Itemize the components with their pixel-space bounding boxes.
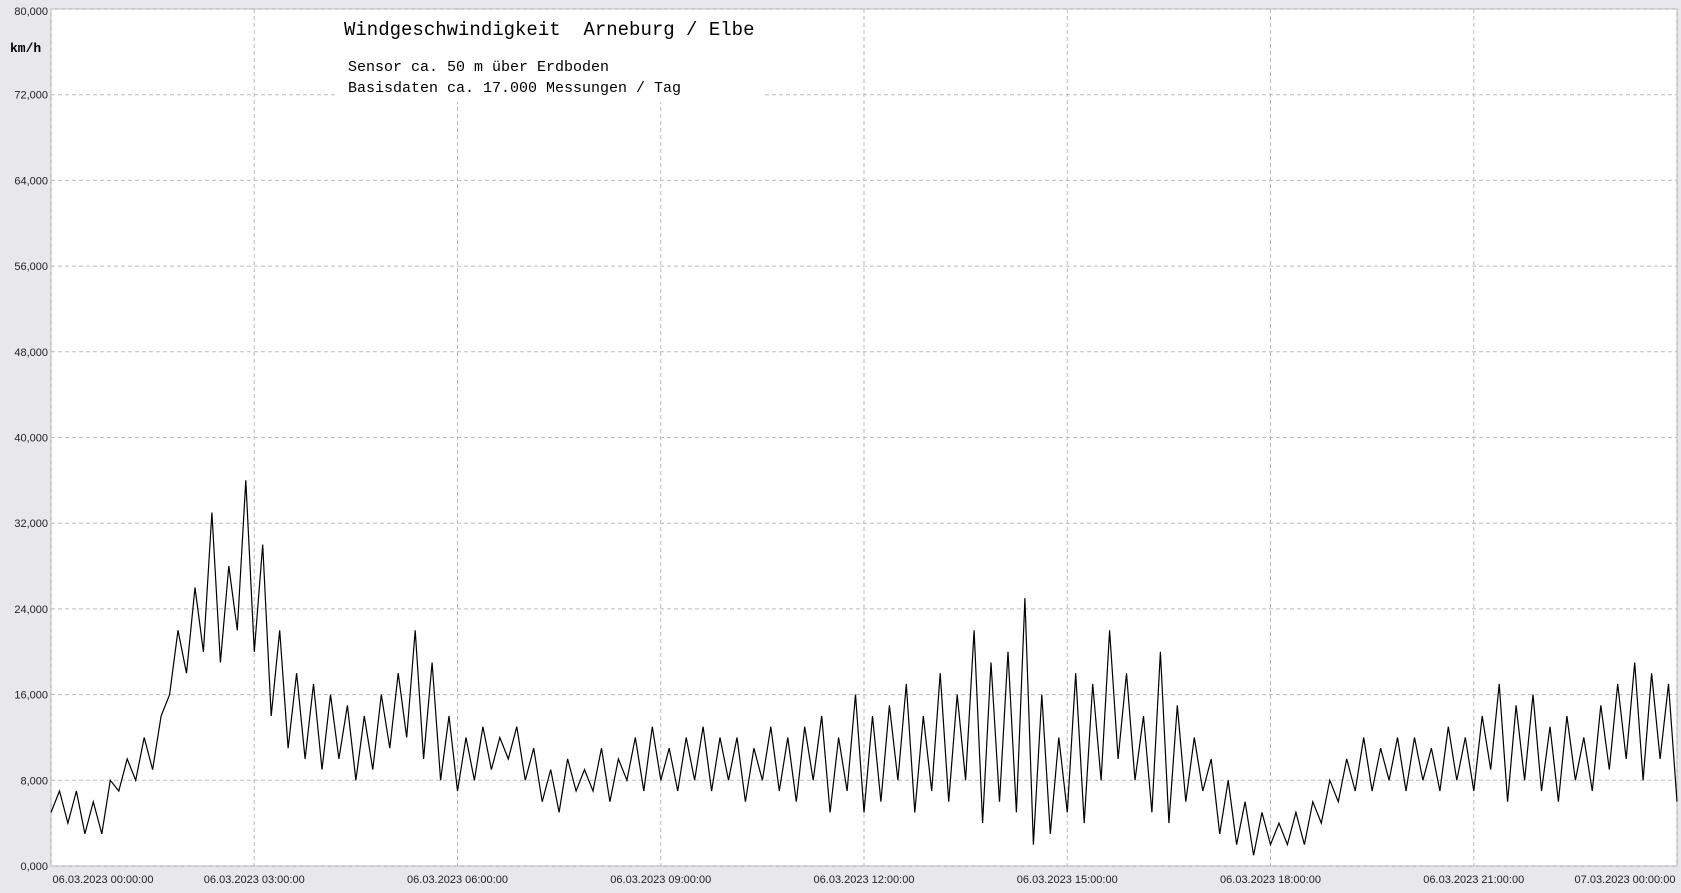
x-tick-label: 07.03.2023 00:00:00 xyxy=(1575,874,1676,886)
x-tick-label: 06.03.2023 15:00:00 xyxy=(1017,874,1118,886)
y-tick-label: 48,000 xyxy=(14,347,48,359)
y-tick-label: 0,000 xyxy=(20,861,48,873)
title-box xyxy=(335,10,765,102)
data-line xyxy=(50,480,1678,856)
x-tick-label: 06.03.2023 03:00:00 xyxy=(204,874,305,886)
y-tick-label: 40,000 xyxy=(14,433,48,445)
x-tick-label: 06.03.2023 18:00:00 xyxy=(1220,874,1321,886)
x-tick-label: 06.03.2023 09:00:00 xyxy=(610,874,711,886)
y-tick-label: 16,000 xyxy=(14,690,48,702)
subtitle: Sensor ca. 50 m über Erdboden xyxy=(348,59,609,76)
y-tick-label: 56,000 xyxy=(14,261,48,273)
y-tick-label: 64,000 xyxy=(14,175,48,187)
subtitle: Basisdaten ca. 17.000 Messungen / Tag xyxy=(348,80,681,97)
x-tick-label: 06.03.2023 06:00:00 xyxy=(407,874,508,886)
x-tick-label: 06.03.2023 21:00:00 xyxy=(1423,874,1524,886)
grid xyxy=(50,8,1678,867)
x-tick-label: 06.03.2023 12:00:00 xyxy=(814,874,915,886)
chart-title: Windgeschwindigkeit Arneburg / Elbe xyxy=(344,19,754,41)
y-tick-label: 24,000 xyxy=(14,604,48,616)
y-tick-label: 80,000 xyxy=(14,6,48,18)
y-axis-label: km/h xyxy=(10,41,41,56)
y-tick-label: 32,000 xyxy=(14,518,48,530)
y-tick-label: 72,000 xyxy=(14,90,48,102)
y-tick-label: 8,000 xyxy=(20,775,48,787)
x-tick-label: 06.03.2023 00:00:00 xyxy=(53,874,154,886)
